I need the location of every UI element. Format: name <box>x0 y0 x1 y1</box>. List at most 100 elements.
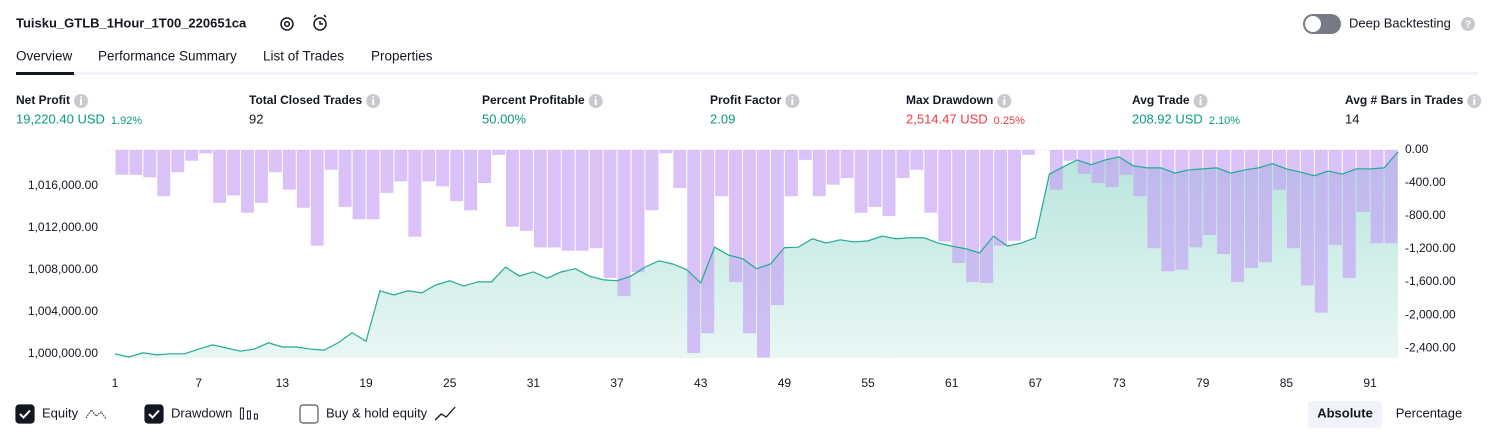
drawdown-bar <box>659 150 673 154</box>
drawdown-bar <box>1091 150 1105 184</box>
scale-option[interactable]: Percentage <box>1396 405 1463 420</box>
tab[interactable]: Performance Summary <box>98 49 237 64</box>
drawdown-bar <box>366 150 380 220</box>
drawdown-bar <box>227 150 241 196</box>
metric-value: 208.92 USD <box>1132 111 1203 126</box>
drawdown-bar <box>519 150 533 231</box>
x-tick-label: 67 <box>1029 376 1043 390</box>
drawdown-bar <box>687 150 701 354</box>
x-tick-label: 1 <box>112 376 119 390</box>
drawdown-bar <box>492 150 505 155</box>
drawdown-bar <box>812 150 826 197</box>
legend-label: Equity <box>42 405 79 420</box>
metric-label: Avg Trade <box>1132 93 1190 107</box>
drawdown-bar <box>757 150 770 358</box>
checkbox[interactable] <box>144 404 164 424</box>
metric-label: Max Drawdown <box>906 93 993 107</box>
metric-label: Profit Factor <box>710 93 782 107</box>
drawdown-bar <box>338 150 352 207</box>
metric-value: 50.00% <box>482 111 527 126</box>
checkbox[interactable] <box>15 404 35 424</box>
drawdown-bar <box>1105 150 1119 188</box>
drawdown-bar <box>882 150 896 217</box>
drawdown-bar <box>826 150 840 185</box>
info-icon-dot <box>1003 96 1006 98</box>
drawdown-bar <box>952 150 966 264</box>
drawdown-bar <box>1175 150 1189 270</box>
drawdown-bar <box>617 150 631 297</box>
metric-value: 2,514.47 USD <box>906 111 988 126</box>
drawdown-bar <box>380 150 394 193</box>
drawdown-bar <box>171 150 185 173</box>
drawdown-bar <box>1259 150 1272 263</box>
y2-tick-label: -2,000.00 <box>1405 307 1456 321</box>
drawdown-bar <box>1245 150 1259 269</box>
scale-option[interactable]: Absolute <box>1317 405 1373 420</box>
equity-icon <box>85 409 107 420</box>
drawdown-bar <box>450 150 464 202</box>
x-tick-label: 79 <box>1196 376 1210 390</box>
settings-icon[interactable] <box>280 17 294 31</box>
scale-active-bg <box>1308 401 1382 428</box>
drawdown-bar <box>1147 150 1161 249</box>
legend-label: Drawdown <box>171 405 232 420</box>
x-tick-label: 13 <box>276 376 290 390</box>
info-icon-bar <box>791 99 794 105</box>
x-tick-label: 19 <box>359 376 373 390</box>
metric-percent: 1.92% <box>111 115 142 127</box>
tab[interactable]: List of Trades <box>263 49 344 64</box>
info-icon-bar <box>80 99 82 105</box>
y2-tick-label: -800.00 <box>1405 208 1446 222</box>
drawdown-bar <box>1231 150 1245 283</box>
drawdown-bar <box>547 150 561 248</box>
deep-backtesting-label: Deep Backtesting <box>1349 15 1451 30</box>
drawdown-bar <box>115 150 129 175</box>
drawdown-bar <box>394 150 408 182</box>
drawdown-bar <box>603 150 617 278</box>
checkmark <box>148 409 160 419</box>
metric-label: Net Profit <box>16 93 70 107</box>
x-tick-label: 55 <box>861 376 875 390</box>
x-tick-label: 37 <box>610 376 624 390</box>
drawdown-bar <box>143 150 157 178</box>
drawdown-bar <box>715 150 729 197</box>
tab[interactable]: Overview <box>16 49 73 64</box>
info-icon-dot <box>1199 96 1202 98</box>
drawdown-icon <box>239 407 258 420</box>
drawdown-bar <box>854 150 868 213</box>
drawdown-bar <box>924 150 938 213</box>
checkbox[interactable] <box>299 404 319 424</box>
drawdown-bar <box>1063 150 1077 161</box>
y2-tick-label: -2,400.00 <box>1405 340 1456 354</box>
metric-value: 92 <box>249 111 263 126</box>
tab[interactable]: Properties <box>371 49 433 64</box>
y2-tick-label: -1,200.00 <box>1405 241 1456 255</box>
help-icon[interactable]: ? <box>1461 17 1475 31</box>
drawdown-bar <box>770 150 784 306</box>
legend-label: Buy & hold equity <box>326 405 428 420</box>
drawdown-bar <box>1314 150 1328 313</box>
drawdown-bar <box>743 150 756 334</box>
drawdown-bar <box>241 150 254 213</box>
equity-line <box>114 151 1399 358</box>
drawdown-bar <box>1119 150 1133 175</box>
drawdown-bar <box>980 150 994 283</box>
strategy-title: Tuisku_GTLB_1Hour_1T00_220651ca <box>16 15 247 30</box>
y2-tick-label: -1,600.00 <box>1405 274 1456 288</box>
x-tick-label: 49 <box>778 376 792 390</box>
drawdown-bar <box>1161 150 1175 272</box>
drawdown-bar <box>199 150 213 154</box>
drawdown-bar <box>910 150 924 170</box>
x-tick-label: 25 <box>443 376 457 390</box>
drawdown-bar <box>408 150 422 237</box>
metric-label: Percent Profitable <box>482 93 585 107</box>
alert-icon[interactable] <box>313 14 327 31</box>
info-icon-bar <box>1199 99 1202 105</box>
drawdown-bar <box>645 150 659 211</box>
drawdown-bar <box>1189 150 1203 248</box>
drawdown-bar <box>282 150 296 190</box>
drawdown-bar <box>436 150 450 187</box>
info-icon-dot <box>1473 96 1476 98</box>
y-tick-label: 1,016,000.00 <box>28 178 98 192</box>
